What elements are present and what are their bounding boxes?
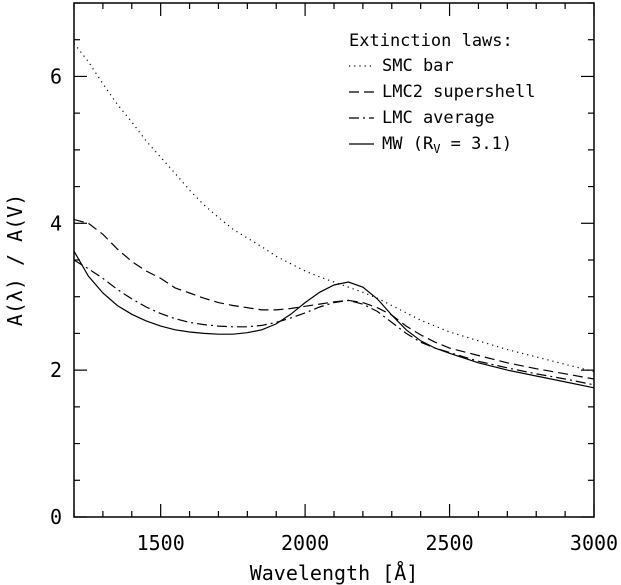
plot-frame xyxy=(73,2,595,518)
series-line-mw-r-v-3-1 xyxy=(73,250,595,389)
y-tick-label: 2 xyxy=(50,358,62,382)
legend-label: LMC average xyxy=(382,108,495,128)
y-tick-label: 6 xyxy=(50,64,62,88)
y-tick-labels: 0 2 4 6 xyxy=(50,64,62,529)
legend-label: SMC bar xyxy=(382,56,454,76)
y-tick-label: 0 xyxy=(50,505,62,529)
axis-ticks xyxy=(73,2,595,518)
x-tick-label: 1500 xyxy=(137,531,185,555)
y-axis-title: A(λ) / A(V) xyxy=(3,194,27,326)
legend-entries: SMC bar LMC2 supershell LMC average MW (RV … xyxy=(349,56,536,156)
x-tick-label: 2500 xyxy=(425,531,473,555)
x-tick-label: 2000 xyxy=(281,531,329,555)
x-tick-labels: 1500 2000 2500 3000 xyxy=(137,531,619,555)
series-line-lmc2-supershell xyxy=(73,219,595,380)
legend-label: MW (RV = 3.1) xyxy=(382,134,512,156)
series-line-lmc-average xyxy=(73,259,595,386)
x-tick-label: 3000 xyxy=(570,531,618,555)
y-tick-label: 4 xyxy=(50,211,62,235)
series-lines xyxy=(73,43,595,389)
legend-title: Extinction laws: xyxy=(349,31,513,51)
series-line-smc-bar xyxy=(73,43,595,373)
x-axis-title: Wavelength [Å] xyxy=(250,561,419,585)
legend: Extinction laws: SMC bar LMC2 supershell L… xyxy=(349,31,536,156)
plot-area xyxy=(73,2,595,518)
legend-label: LMC2 supershell xyxy=(382,82,536,102)
